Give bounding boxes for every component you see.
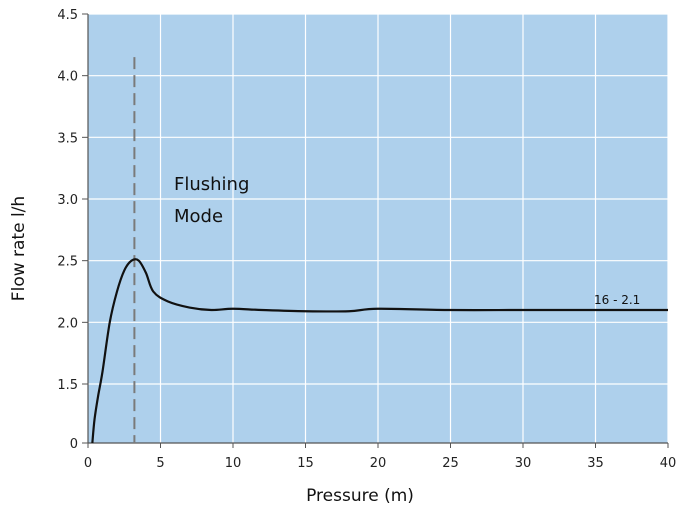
y-tick-label: 3.0 [57,193,78,208]
series-label: 16 - 2.1 [594,293,640,307]
y-tick-label: 1.5 [57,378,78,393]
y-tick-label: 0 [70,437,78,452]
flushing-mode-annotation: Mode [174,206,223,227]
y-tick-label: 4.0 [57,70,78,85]
x-tick-label: 5 [156,456,164,471]
x-tick-label: 20 [370,456,387,471]
x-tick-label: 15 [297,456,314,471]
y-tick-label: 3.5 [57,131,78,146]
y-tick-label: 2.0 [57,316,78,331]
x-axis-title: Pressure (m) [306,486,414,506]
x-tick-label: 0 [84,456,92,471]
x-tick-label: 30 [515,456,532,471]
x-tick-label: 25 [442,456,459,471]
y-tick-label: 4.5 [57,8,78,23]
x-tick-label: 35 [587,456,604,471]
flushing-mode-annotation: Flushing [174,174,249,195]
x-tick-label: 40 [660,456,677,471]
series-line [91,258,668,444]
x-tick-label: 10 [225,456,242,471]
y-axis-title: Flow rate l/h [9,196,29,301]
y-tick-label: 2.5 [57,255,78,270]
